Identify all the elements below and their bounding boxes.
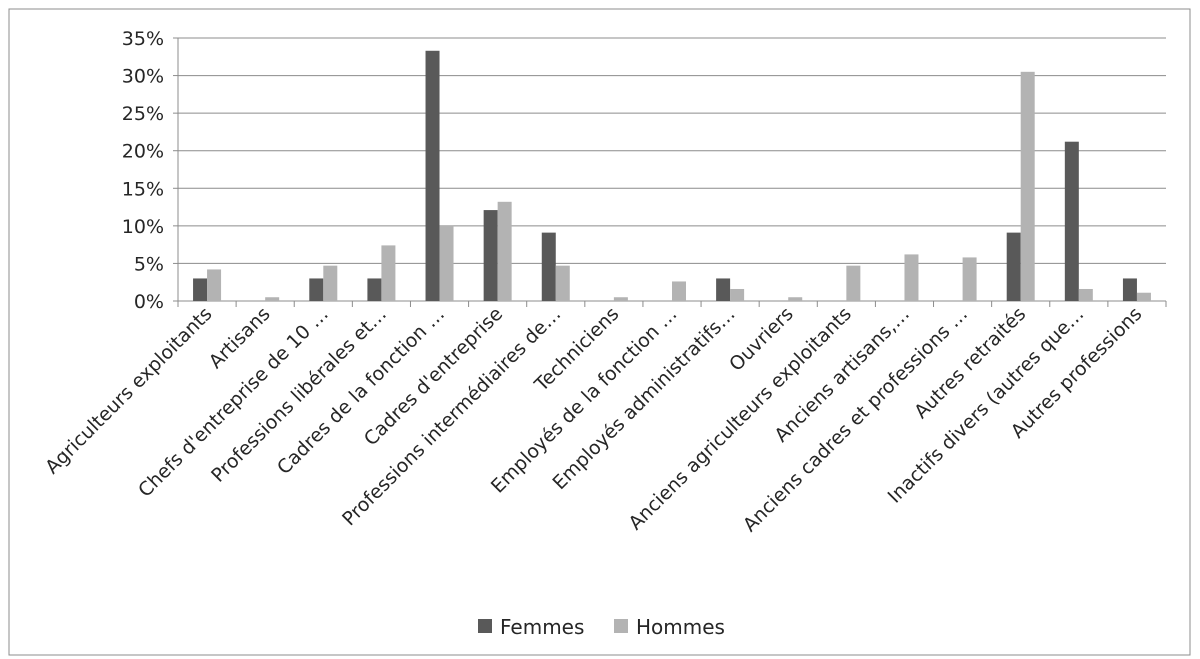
bar-femmes (1006, 232, 1021, 301)
y-tick-label: 5% (134, 253, 164, 275)
y-tick-label: 0% (134, 291, 164, 313)
bar-hommes (846, 265, 861, 301)
legend-swatch-hommes (614, 619, 628, 633)
bar-femmes (541, 232, 556, 301)
bar-femmes (367, 278, 382, 301)
y-tick-label: 15% (122, 178, 164, 200)
y-tick-label: 35% (122, 28, 164, 50)
legend-swatch-femmes (478, 619, 492, 633)
bar-femmes (193, 278, 208, 301)
bar-femmes (483, 210, 498, 301)
bar-hommes (904, 254, 919, 301)
bar-femmes (1064, 141, 1079, 301)
bar-hommes (962, 257, 977, 301)
bar-hommes (730, 288, 745, 301)
bar-femmes (425, 50, 440, 301)
bar-hommes (1078, 288, 1093, 301)
bar-hommes (497, 201, 512, 301)
bar-hommes (1136, 292, 1151, 301)
y-tick-label: 25% (122, 103, 164, 125)
chart-border (8, 8, 1191, 656)
legend-label-femmes: Femmes (500, 615, 584, 639)
bar-femmes (716, 278, 731, 301)
y-tick-label: 20% (122, 141, 164, 163)
bar-hommes (207, 269, 222, 301)
bar-hommes (381, 245, 396, 301)
y-tick-label: 30% (122, 66, 164, 88)
bars (193, 50, 1151, 301)
bar-hommes (613, 297, 628, 301)
bar-hommes (265, 297, 280, 301)
bar-hommes (1020, 71, 1035, 301)
gridlines (178, 37, 1166, 302)
legend: Femmes Hommes (478, 615, 725, 639)
bar-hommes (672, 281, 686, 301)
y-axis: 0% 5% 10% 15% 20% 25% 30% 35% (122, 28, 179, 313)
bar-hommes (555, 265, 570, 301)
legend-label-hommes: Hommes (636, 615, 725, 639)
bar-femmes (309, 278, 324, 301)
y-tick-label: 10% (122, 216, 164, 238)
bar-femmes (1122, 278, 1137, 301)
bar-hommes (439, 225, 454, 301)
bar-hommes (323, 265, 338, 301)
bar-hommes (788, 297, 803, 301)
